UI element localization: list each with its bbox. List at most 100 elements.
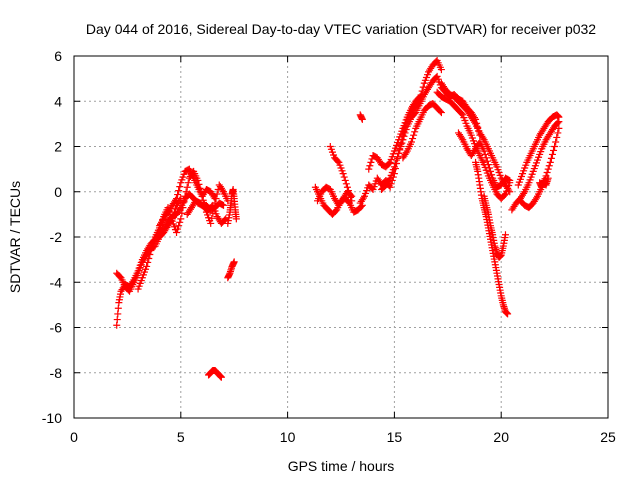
data-point — [479, 134, 487, 142]
data-point — [208, 214, 216, 222]
data-point — [348, 197, 356, 205]
data-point — [501, 231, 509, 239]
data-point — [174, 225, 182, 233]
data-point — [483, 157, 491, 165]
data-point — [488, 171, 496, 179]
data-point — [551, 143, 559, 150]
data-point — [481, 150, 489, 158]
data-point — [391, 159, 399, 167]
data-point — [471, 118, 478, 126]
data-point — [458, 110, 466, 118]
data-point — [398, 139, 406, 147]
data-point — [505, 186, 513, 194]
data-point — [520, 189, 528, 197]
data-point — [484, 161, 492, 169]
y-tick-label: 0 — [54, 184, 62, 200]
data-point — [544, 165, 552, 173]
data-point — [340, 173, 348, 181]
data-point — [543, 169, 551, 177]
y-tick-label: -4 — [50, 274, 63, 290]
data-point — [553, 133, 561, 141]
data-point — [342, 180, 350, 188]
data-point — [182, 188, 190, 196]
data-point — [545, 162, 553, 170]
series-trace-4 — [155, 165, 219, 230]
data-point — [173, 195, 181, 203]
data-point — [174, 191, 182, 199]
x-tick-label: 15 — [387, 429, 403, 445]
data-point — [385, 176, 393, 184]
data-point — [506, 188, 514, 196]
data-point — [220, 201, 228, 209]
data-point — [150, 236, 158, 244]
grid — [74, 56, 608, 418]
data-points — [113, 57, 563, 381]
y-tick-label: -10 — [42, 410, 62, 426]
data-point — [410, 131, 418, 139]
data-point — [386, 183, 394, 191]
data-point — [485, 164, 493, 172]
data-point — [230, 258, 238, 266]
data-point — [207, 219, 215, 227]
data-point — [390, 163, 398, 171]
data-point — [211, 195, 219, 203]
data-point — [347, 193, 355, 201]
data-point — [344, 187, 352, 195]
x-tick-label: 0 — [70, 429, 78, 445]
data-point — [402, 149, 410, 157]
data-point — [171, 196, 179, 204]
data-point — [437, 109, 445, 117]
data-point — [217, 373, 225, 381]
data-point — [218, 186, 226, 194]
data-point — [366, 162, 374, 170]
data-point — [402, 126, 410, 134]
data-point — [184, 179, 192, 187]
data-point — [548, 150, 556, 158]
data-point — [176, 183, 184, 191]
data-point — [458, 134, 466, 142]
data-point — [554, 119, 562, 127]
data-point — [170, 208, 178, 216]
data-point — [394, 153, 402, 161]
x-tick-label: 10 — [280, 429, 296, 445]
data-point — [146, 251, 154, 259]
chart-title: Day 044 of 2016, Sidereal Day-to-day VTE… — [86, 21, 596, 37]
data-point — [365, 165, 373, 173]
data-point — [532, 194, 540, 202]
data-point — [399, 136, 407, 144]
data-point — [555, 118, 563, 126]
data-point — [393, 156, 401, 164]
y-tick-label: -8 — [50, 365, 63, 381]
data-point — [232, 215, 240, 223]
series-trace-24 — [508, 118, 563, 214]
data-point — [343, 183, 351, 191]
data-point — [437, 66, 445, 74]
data-point — [411, 128, 419, 136]
data-point — [145, 254, 153, 262]
x-tick-label: 20 — [493, 429, 509, 445]
data-point — [552, 138, 560, 146]
data-point — [144, 258, 152, 266]
data-point — [407, 138, 415, 146]
data-point — [482, 154, 490, 162]
series-trace-25 — [536, 174, 552, 191]
data-point — [546, 158, 554, 166]
data-point — [554, 129, 562, 137]
series-trace-5 — [183, 197, 230, 227]
data-point — [179, 204, 187, 212]
data-point — [544, 174, 552, 182]
series-trace-22 — [514, 111, 563, 189]
data-point — [395, 149, 403, 157]
data-point — [175, 222, 183, 230]
data-point — [149, 240, 157, 248]
data-point — [550, 146, 558, 154]
y-tick-label: -2 — [50, 229, 63, 245]
data-point — [177, 215, 185, 223]
data-point — [506, 176, 514, 184]
data-point — [173, 228, 181, 236]
series-trace-19 — [454, 129, 514, 191]
data-point — [401, 129, 409, 137]
y-tick-label: 6 — [54, 48, 62, 64]
series-trace-21 — [480, 192, 509, 261]
